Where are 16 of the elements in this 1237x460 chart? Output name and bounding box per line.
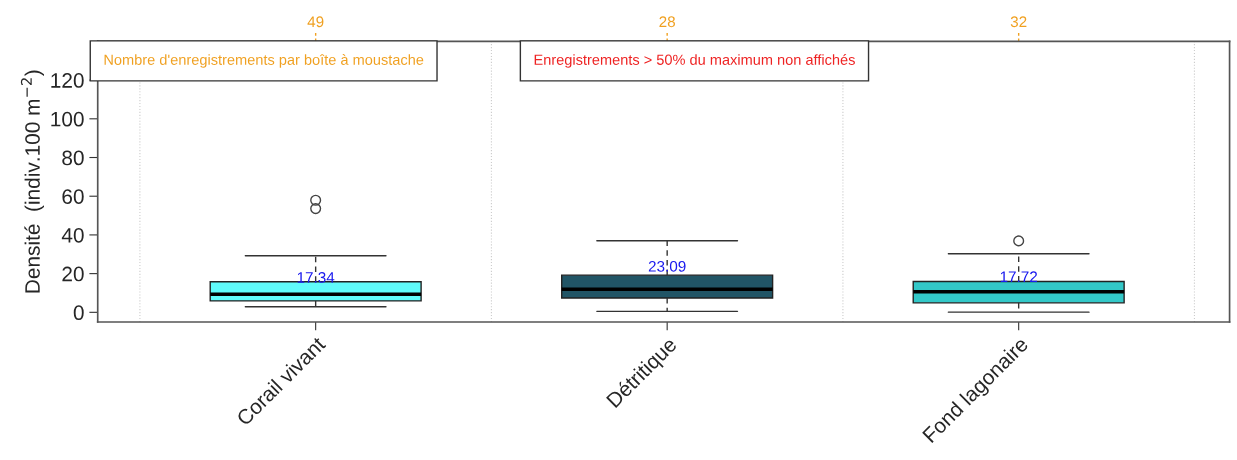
y-tick-label: 60 bbox=[62, 189, 84, 204]
annotation: Enregistrements > 50% du maximum non affichés bbox=[534, 54, 855, 68]
y-tick-label: 80 bbox=[62, 150, 84, 166]
annotation: 17.72 bbox=[1000, 271, 1038, 282]
y-tick-label: 0 bbox=[73, 305, 84, 321]
y-axis-title: Densité (indiv.100 m$^{−2}$) bbox=[20, 70, 44, 293]
annotation: Nombre d'enregistrements par boîte à moustache bbox=[104, 54, 424, 68]
y-tick-label: 120 bbox=[51, 73, 84, 88]
annotation: 17.34 bbox=[297, 272, 335, 283]
y-tick-label: 100 bbox=[51, 111, 84, 127]
annotation: 32 bbox=[1010, 16, 1027, 28]
y-tick-label: 20 bbox=[62, 266, 84, 282]
annotation: 23.09 bbox=[648, 260, 686, 272]
y-tick-label: 40 bbox=[61, 227, 84, 243]
annotation: 28 bbox=[659, 16, 675, 28]
annotation: 49 bbox=[307, 16, 324, 28]
